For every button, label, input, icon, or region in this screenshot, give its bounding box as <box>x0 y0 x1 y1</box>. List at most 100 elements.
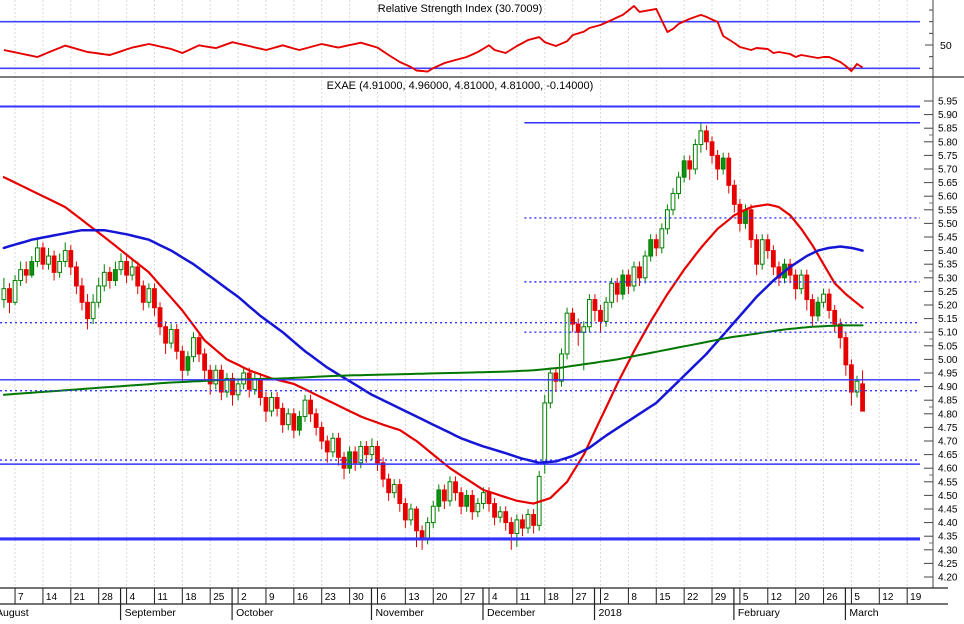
candle-body <box>821 293 826 303</box>
price-axis: 4.20 4.25 4.30 4.35 4.40 4.45 4.50 4.55 4.60 4.65… <box>924 77 958 588</box>
date-axis: August7142128September4111825October2916… <box>0 587 948 620</box>
price-axis-label: 4.75 <box>938 423 958 434</box>
candle-body <box>336 437 341 458</box>
candle-body <box>520 519 525 529</box>
candle-body <box>809 299 815 317</box>
candle-body <box>670 192 676 211</box>
candle-body <box>269 396 274 412</box>
candle-body <box>207 369 213 385</box>
month-label: February <box>738 607 781 619</box>
candle-body <box>402 503 408 521</box>
candle-body <box>698 130 704 146</box>
candle-body <box>263 396 269 412</box>
candle-body <box>854 380 860 393</box>
candle-body <box>79 285 85 303</box>
candle-body <box>469 494 475 513</box>
price-axis-label: 5.80 <box>938 137 958 148</box>
week-label: 23 <box>325 592 337 603</box>
rsi-axis-label: 50 <box>940 40 952 52</box>
candle-body <box>676 176 681 194</box>
candle-body <box>531 513 537 526</box>
price-axis-label: 5.70 <box>938 165 958 176</box>
price-axis-label: 5.05 <box>938 341 958 352</box>
candle-body <box>860 383 865 412</box>
price-axis-label: 5.60 <box>938 192 958 203</box>
candle-body <box>614 282 620 295</box>
candle-body <box>101 271 107 287</box>
candle-body <box>659 228 665 249</box>
candle-body <box>436 489 442 507</box>
price-axis-label: 5.00 <box>938 355 958 366</box>
candle-body <box>157 307 163 328</box>
month-label: December <box>487 607 536 619</box>
candle-body <box>637 266 642 279</box>
rsi-panel: 50 <box>0 0 952 77</box>
price-axis-label: 5.95 <box>938 97 958 108</box>
candle-body <box>720 157 726 170</box>
candle-body <box>843 337 849 366</box>
candle-body <box>620 274 626 295</box>
week-label: 4 <box>130 592 136 603</box>
candle-body <box>118 260 124 271</box>
month-label: November <box>375 607 424 619</box>
price-axis-label: 4.35 <box>938 532 958 543</box>
price-axis-label: 4.80 <box>938 409 958 420</box>
week-label: 27 <box>576 592 588 603</box>
candle-body <box>274 396 280 409</box>
candle-body <box>140 285 146 303</box>
candle-body <box>7 288 12 303</box>
candle-body <box>837 323 843 339</box>
candle-body <box>486 492 492 505</box>
week-label: 13 <box>408 592 420 603</box>
candle-body <box>179 350 185 371</box>
week-label: 27 <box>464 592 476 603</box>
candle-body <box>748 209 754 241</box>
candle-body <box>849 364 854 393</box>
candle-body <box>40 247 46 265</box>
price-axis-label: 4.20 <box>938 573 958 584</box>
week-label: 26 <box>827 592 839 603</box>
candle-body <box>681 160 687 178</box>
month-label: August <box>0 607 29 619</box>
candlestick-series <box>1 122 865 550</box>
candle-body <box>146 288 152 303</box>
candle-body <box>313 413 319 428</box>
price-axis-label: 4.25 <box>938 559 958 570</box>
candle-body <box>704 130 709 143</box>
month-label: September <box>125 607 177 619</box>
week-label: 22 <box>687 592 699 603</box>
candle-body <box>168 328 174 344</box>
week-label: 14 <box>46 592 58 603</box>
candle-body <box>441 489 447 502</box>
candle-body <box>804 274 810 301</box>
candle-body <box>453 481 458 494</box>
week-label: 18 <box>548 592 560 603</box>
candle-body <box>257 377 263 398</box>
candle-body <box>135 266 141 287</box>
candle-body <box>503 511 509 524</box>
candle-body <box>492 503 497 518</box>
week-label: 6 <box>380 592 386 603</box>
week-label: 12 <box>882 592 894 603</box>
candle-body <box>363 445 369 456</box>
price-axis-label: 4.30 <box>938 545 958 556</box>
week-label: 30 <box>353 592 365 603</box>
candle-body <box>598 309 603 322</box>
week-label: 7 <box>18 592 24 603</box>
candle-body <box>547 372 553 404</box>
candle-body <box>687 160 693 170</box>
slow-green-ma <box>2 324 864 396</box>
price-axis-label: 5.40 <box>938 246 958 257</box>
weekly-gridlines <box>14 0 908 588</box>
candle-body <box>1 288 7 301</box>
candle-body <box>235 383 241 396</box>
candle-body <box>90 301 96 320</box>
month-label: March <box>849 607 878 619</box>
week-label: 21 <box>74 592 86 603</box>
candle-body <box>397 484 403 505</box>
price-axis-label: 5.10 <box>938 328 958 339</box>
week-label: 5 <box>854 592 860 603</box>
price-axis-label: 4.55 <box>938 477 958 488</box>
week-label: 18 <box>185 592 197 603</box>
candle-body <box>96 285 102 303</box>
